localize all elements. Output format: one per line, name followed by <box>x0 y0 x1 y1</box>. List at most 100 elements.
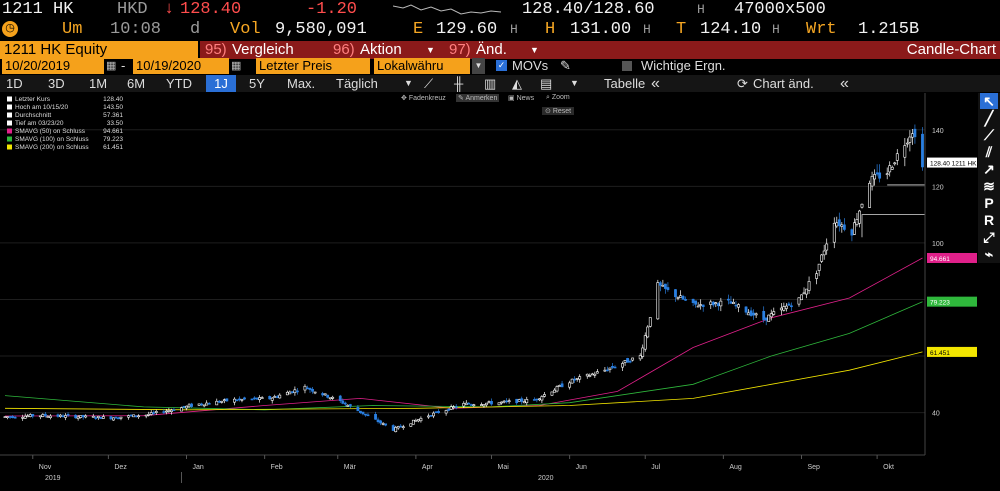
action-dropdown-icon[interactable]: ▼ <box>426 45 435 55</box>
candle-body <box>444 410 448 414</box>
action-menu[interactable]: Aktion <box>360 41 402 58</box>
candle-body <box>240 398 244 401</box>
currency-select[interactable]: Lokalwähru <box>374 58 470 74</box>
candle-body <box>391 425 395 431</box>
chevron-down-icon[interactable]: ▼ <box>404 78 413 88</box>
period-1j[interactable]: 1J <box>206 75 236 92</box>
chart-edit-icon[interactable]: ⟳ <box>737 76 748 91</box>
candle-body <box>903 145 907 158</box>
edit-menu[interactable]: Änd. <box>476 41 507 58</box>
candle-body <box>129 414 133 417</box>
chart-area[interactable]: Letzter Kurs 128.40 Hoch am 10/15/20 143.50… <box>0 93 1000 486</box>
price-field-select[interactable]: Letzter Preis <box>256 58 370 74</box>
annotate-tool[interactable]: ✎ Anmerken <box>456 94 500 102</box>
price-label-bg <box>927 157 977 168</box>
legend-swatch <box>7 136 12 142</box>
period-ytd[interactable]: YTD <box>166 76 192 91</box>
candle-body <box>646 326 650 338</box>
p-tool[interactable]: P <box>984 195 994 211</box>
legend-swatch <box>7 104 12 110</box>
compare-menu[interactable]: Vergleich <box>232 41 294 58</box>
candle-body <box>66 414 70 416</box>
pointer-icon[interactable]: ↖ <box>980 93 998 109</box>
price-label: 61.451 <box>930 350 950 357</box>
candle-body <box>737 304 740 308</box>
candle-body <box>449 406 453 410</box>
expand-icon[interactable]: ⤢ <box>983 229 995 245</box>
chevron-down-icon[interactable]: ▼ <box>570 78 579 88</box>
high-label: H <box>545 20 556 39</box>
currency: HKD <box>117 0 148 19</box>
period-1m[interactable]: 1M <box>89 76 108 91</box>
chart-edit-button[interactable]: Chart änd. <box>753 76 814 91</box>
candle-body <box>462 403 466 407</box>
fib-icon[interactable]: ≋ <box>983 178 995 194</box>
crosshair-tool[interactable]: ✥ Fadenkreuz <box>401 95 446 102</box>
candle-body <box>399 425 403 428</box>
period-3d[interactable]: 3D <box>48 76 65 91</box>
candle-body <box>699 304 703 306</box>
line-chart-icon[interactable]: ⟋ <box>424 76 434 91</box>
candle-body <box>419 417 423 422</box>
candle-body <box>858 210 861 224</box>
candle-body <box>74 414 78 419</box>
bar-chart-icon[interactable]: ▥ <box>484 76 497 91</box>
events-checkbox[interactable] <box>622 61 632 71</box>
pencil-icon[interactable]: ✎ <box>560 58 571 73</box>
candle-chart[interactable]: Letzter Kurs 128.40 Hoch am 10/15/20 143.50… <box>0 93 1000 486</box>
candle-body <box>13 416 17 419</box>
collapse-icon[interactable]: « <box>651 75 660 92</box>
period-6m[interactable]: 6M <box>127 76 146 91</box>
candle-body <box>437 411 440 414</box>
start-date-field[interactable]: 10/20/2019 <box>2 58 104 74</box>
candle-body <box>550 391 554 396</box>
ray-icon[interactable]: ↗ <box>983 161 995 177</box>
end-date-field[interactable]: 10/19/2020 <box>133 58 229 74</box>
period-max[interactable]: Max. <box>287 76 316 91</box>
candle-body <box>79 415 83 418</box>
trendline-icon[interactable]: ⟋ <box>984 127 994 143</box>
candle-body <box>376 419 380 423</box>
area-chart-icon[interactable]: ▤ <box>540 76 553 91</box>
reset-button[interactable]: ⊙ Reset <box>542 107 575 115</box>
line-draw-icon[interactable]: ╱ <box>984 110 994 126</box>
news-tool[interactable]: ▣ News <box>508 95 535 102</box>
candle-body <box>749 310 753 316</box>
candle-body <box>341 400 345 404</box>
security-field[interactable]: 1211 HK Equity <box>0 41 198 59</box>
mountain-chart-icon[interactable]: ◭ <box>512 76 522 91</box>
market-cap: 1.215B <box>858 20 920 39</box>
candle-body <box>822 250 826 256</box>
movs-checkbox[interactable]: ✓ <box>496 60 507 71</box>
r-tool[interactable]: R <box>983 212 995 228</box>
year-label: 2019 <box>45 475 61 482</box>
edit-dropdown-icon[interactable]: ▼ <box>530 45 539 55</box>
candle-body <box>207 403 211 405</box>
candle-body <box>674 289 677 298</box>
frequency-select[interactable]: Täglich <box>336 76 378 91</box>
brush-icon[interactable]: ⌁ <box>984 246 994 262</box>
collapse-icon[interactable]: « <box>840 75 849 92</box>
period-1d[interactable]: 1D <box>6 76 23 91</box>
movs-label: MOVs <box>512 58 549 73</box>
period-5y[interactable]: 5Y <box>249 76 265 91</box>
d-label: d <box>190 20 201 39</box>
chevron-down-icon[interactable]: ▼ <box>472 58 485 74</box>
candle-body <box>164 410 168 413</box>
candle-body <box>711 301 715 306</box>
candle-body <box>676 297 680 299</box>
candle-body <box>59 414 62 417</box>
channel-icon[interactable]: ⫽ <box>985 144 993 160</box>
candle-chart-icon[interactable]: ╫ <box>454 76 464 91</box>
calendar-icon[interactable]: ▦ <box>106 60 117 72</box>
candle-body <box>112 417 115 421</box>
candle-body <box>38 415 42 418</box>
zoom-tool[interactable]: ⌕ Zoom <box>546 94 570 101</box>
table-button[interactable]: Tabelle <box>604 76 646 91</box>
x-tick-label: Jan <box>193 464 204 471</box>
legend-label: SMAVG (50) on Schluss <box>15 128 86 135</box>
edit-num: 97) <box>449 41 471 58</box>
candle-body <box>505 400 509 403</box>
calendar-icon[interactable]: ▦ <box>231 60 242 72</box>
clock-icon: ◷ <box>2 21 18 37</box>
